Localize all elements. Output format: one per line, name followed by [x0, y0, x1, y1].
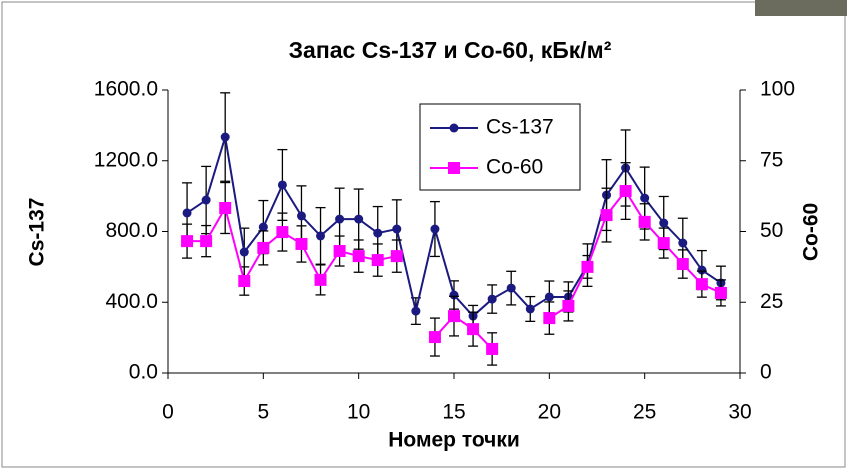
y-tick-label: 0.0 [129, 361, 158, 384]
marker [430, 224, 440, 234]
marker [697, 265, 707, 275]
marker [486, 342, 499, 355]
marker [371, 254, 384, 267]
marker [333, 245, 346, 258]
x-tick-label: 20 [538, 401, 561, 424]
y2-axis-label: Co-60 [800, 203, 823, 261]
marker [257, 241, 270, 254]
marker [295, 237, 308, 250]
marker [600, 209, 613, 222]
marker [695, 278, 708, 291]
marker [276, 226, 289, 239]
marker [219, 202, 232, 215]
marker [392, 224, 402, 234]
marker [487, 294, 497, 304]
y-tick-label: 1200.0 [94, 148, 158, 171]
y-tick-label: 400.0 [105, 290, 158, 313]
y2-tick-label: 25 [760, 290, 783, 313]
marker [714, 286, 727, 299]
marker [448, 310, 460, 323]
marker [352, 250, 365, 263]
marker [239, 247, 249, 257]
marker [316, 231, 326, 241]
marker [638, 215, 651, 228]
marker [467, 323, 480, 336]
x-tick-label: 10 [347, 401, 370, 424]
marker [506, 283, 516, 293]
x-tick-label: 25 [633, 401, 656, 424]
chart-title: Запас Cs-137 и Co-60, кБк/м² [289, 37, 612, 63]
series-line [434, 314, 493, 350]
legend-marker [448, 162, 460, 174]
marker [258, 222, 268, 232]
marker [182, 208, 192, 218]
y-tick-label: 1600.0 [94, 78, 158, 101]
y-axis-label: Cs-137 [26, 198, 49, 267]
x-tick-label: 5 [257, 401, 269, 424]
marker [619, 185, 632, 198]
marker [640, 193, 650, 203]
x-tick-label: 15 [442, 401, 465, 424]
marker [373, 228, 383, 238]
background-photo-fragment [755, 0, 847, 16]
marker [238, 275, 251, 288]
x-tick-label: 0 [162, 401, 174, 424]
x-axis-label: Номер точки [388, 429, 520, 452]
series-line [548, 189, 722, 319]
marker [678, 238, 688, 248]
y2-tick-label: 0 [760, 361, 772, 384]
marker [411, 306, 421, 316]
y-tick-label: 800.0 [105, 219, 158, 242]
y2-tick-label: 50 [760, 219, 783, 242]
marker [657, 237, 670, 250]
y2-tick-label: 100 [760, 78, 795, 101]
marker [428, 331, 441, 344]
marker [181, 235, 194, 248]
legend-label: Cs-137 [486, 116, 554, 139]
y2-tick-label: 75 [760, 148, 783, 171]
series [181, 162, 727, 366]
marker [296, 211, 306, 221]
marker [390, 250, 403, 263]
marker [449, 290, 459, 300]
marker [354, 214, 364, 224]
marker [314, 273, 327, 286]
legend-box [419, 103, 581, 191]
x-tick-label: 30 [728, 401, 751, 424]
marker [676, 258, 689, 271]
marker [543, 312, 556, 325]
marker [659, 218, 669, 228]
legend-label: Co-60 [486, 156, 543, 179]
marker [581, 260, 594, 273]
marker [277, 180, 287, 190]
marker [525, 304, 535, 314]
marker [544, 292, 554, 302]
marker [562, 299, 575, 312]
marker [220, 132, 230, 142]
marker [200, 235, 213, 248]
legend: Cs-137 Co-60 [419, 103, 581, 191]
marker [201, 195, 211, 205]
marker [335, 214, 345, 224]
legend-marker [449, 123, 459, 133]
